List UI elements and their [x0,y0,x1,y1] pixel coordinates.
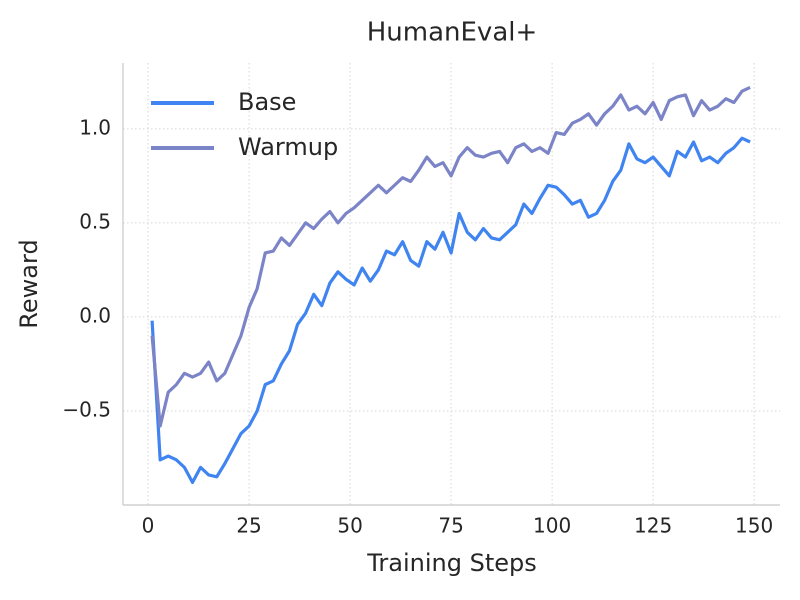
chart-title: HumanEval+ [367,18,538,48]
legend-label: Base [238,88,296,116]
y-tick-label: −0.5 [62,397,111,421]
x-tick-label: 25 [236,514,261,538]
y-tick-label: 1.0 [79,115,111,139]
x-tick-label: 100 [533,514,571,538]
y-axis-label: Reward [15,239,43,328]
line-series [150,85,751,428]
x-tick-label: 125 [634,514,672,538]
line-series [150,136,751,485]
legend-label: Warmup [238,133,338,161]
y-tick-label: 0.5 [79,209,111,233]
y-tick-label: 0.0 [79,303,111,327]
x-tick-label: 50 [337,514,362,538]
x-tick-label: 0 [142,514,155,538]
x-tick-label: 150 [735,514,773,538]
x-tick-label: 75 [438,514,463,538]
x-axis-label: Training Steps [366,549,536,577]
